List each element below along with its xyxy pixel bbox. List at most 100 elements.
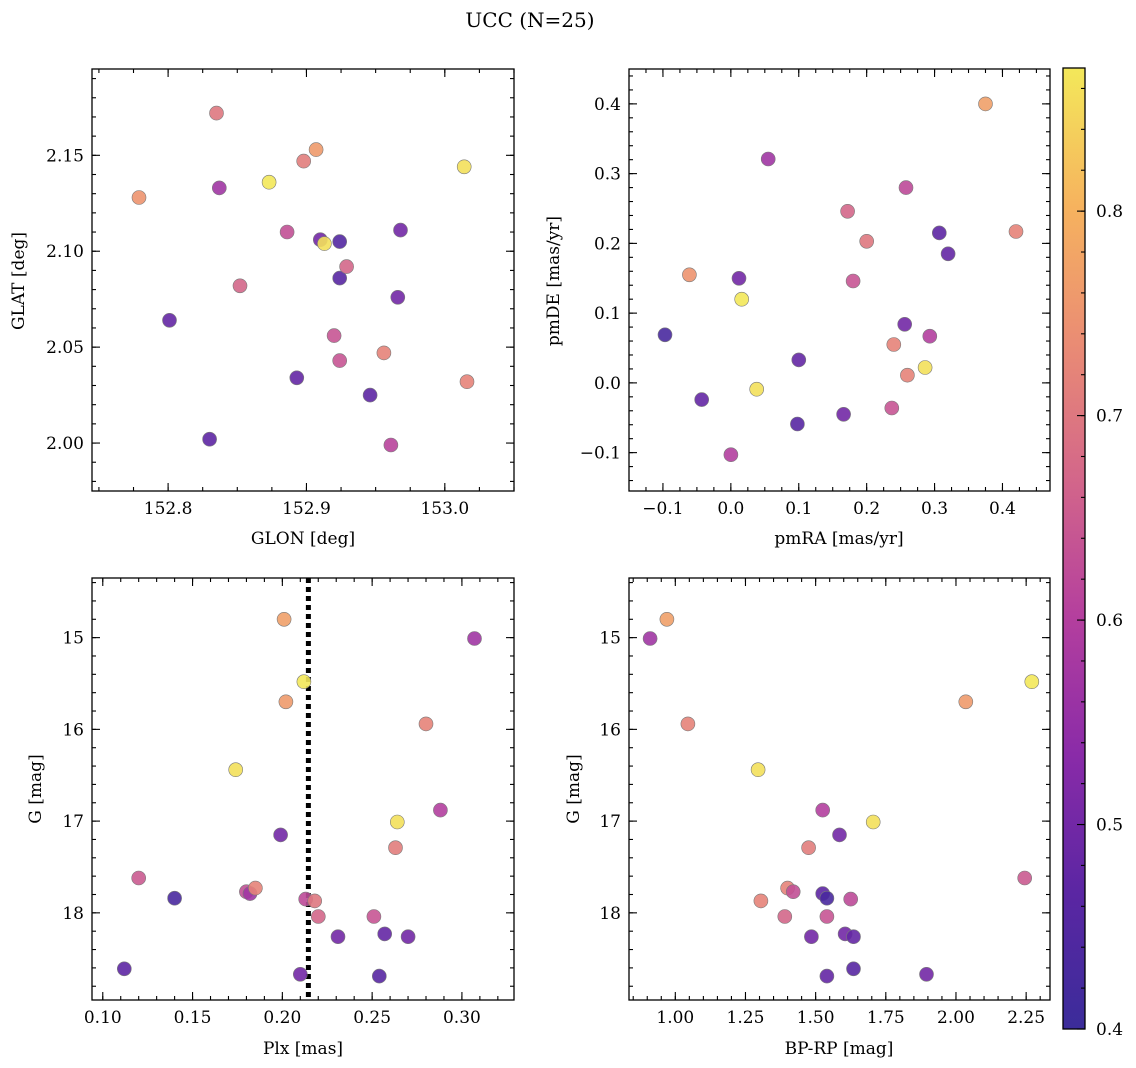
panel-glon-glat-points [131, 105, 475, 453]
data-point [418, 716, 434, 732]
plot-frame [91, 577, 515, 1001]
data-point [845, 273, 861, 289]
data-point [459, 374, 475, 390]
data-point [750, 762, 766, 778]
x-tick-label: 0.3 [921, 499, 948, 519]
colorbar-tick-label: 0.5 [1096, 816, 1123, 836]
data-point [339, 259, 354, 274]
data-point [819, 890, 835, 906]
panel-glon-glat-axes: 152.8 152.9 153.0 2.00 2.05 2.10 2.15 [46, 68, 515, 519]
colorbar-gradient [1063, 68, 1085, 1029]
x-tick-label: 2.00 [937, 1008, 975, 1028]
data-point [326, 328, 342, 343]
data-point [162, 312, 177, 328]
data-point [389, 814, 405, 830]
data-point [330, 929, 346, 945]
glon-axis-label: GLON [deg] [251, 529, 355, 549]
data-point [680, 716, 696, 732]
data-point [212, 180, 227, 196]
data-point [804, 929, 819, 945]
data-point [232, 278, 248, 294]
panel-plx-g: 0.10 0.15 0.20 0.25 0.30 15 16 17 18 Plx [mas] G… [26, 577, 515, 1059]
data-point [843, 891, 859, 907]
pmde-axis-label: pmDE [mas/yr] [544, 216, 564, 346]
data-point [261, 174, 277, 190]
y-tick-label: 18 [62, 904, 84, 924]
data-point [897, 316, 913, 332]
y-tick-label: 0.2 [594, 234, 621, 254]
y-tick-label: 0.4 [594, 95, 621, 115]
y-tick-label: 2.10 [46, 242, 84, 262]
data-point [278, 694, 294, 710]
data-point [276, 611, 292, 627]
data-point [898, 180, 914, 195]
data-point [760, 151, 776, 167]
data-point [753, 893, 769, 909]
data-point [383, 437, 399, 453]
pmra-axis-label: pmRA [mas/yr] [774, 529, 903, 549]
data-point [642, 631, 658, 646]
colorbar-tick-label: 0.8 [1096, 202, 1123, 222]
data-point [922, 328, 938, 344]
data-point [296, 153, 312, 169]
panel-glon-glat: 152.8 152.9 153.0 2.00 2.05 2.10 2.15 GLON [de… [9, 68, 515, 549]
data-point [846, 929, 861, 945]
data-point [682, 267, 697, 283]
glat-axis-label: GLAT [deg] [9, 232, 29, 330]
panel-pmra-pmde: −0.1 0.0 0.1 0.2 0.3 0.4 −0.1 0.0 0.1 0.2 0.3 0.4 p… [544, 68, 1051, 549]
x-tick-label: −0.1 [642, 499, 683, 519]
data-point [791, 352, 807, 368]
y-tick-label: 17 [62, 812, 84, 832]
data-point [400, 929, 416, 945]
panel-plx-g-axes: 0.10 0.15 0.20 0.25 0.30 15 16 17 18 [62, 577, 515, 1028]
data-point [202, 431, 217, 447]
y-tick-label: 16 [62, 720, 84, 740]
y-tick-label: 2.00 [46, 434, 84, 454]
data-point [819, 968, 835, 984]
data-point [815, 802, 831, 818]
y-tick-label: 2.05 [46, 338, 84, 358]
data-point [801, 840, 816, 856]
data-point [900, 367, 915, 383]
data-point [307, 893, 323, 909]
g-mag-axis-label-right: G [mag] [564, 754, 584, 823]
data-point [371, 968, 387, 984]
x-tick-label: 152.8 [144, 499, 193, 519]
g-mag-axis-label-left: G [mag] [26, 754, 46, 823]
bprp-axis-label: BP-RP [mag] [785, 1039, 894, 1059]
data-point [308, 142, 324, 157]
data-point [919, 966, 934, 982]
data-point [749, 381, 765, 397]
data-point [376, 345, 392, 361]
y-tick-label: 0.3 [594, 165, 621, 185]
figure-title: UCC (N=25) [465, 8, 594, 32]
data-point [317, 236, 332, 251]
y-tick-label: −0.1 [580, 444, 621, 464]
plot-frame [628, 68, 1051, 492]
data-point [289, 370, 305, 386]
data-point [390, 289, 406, 305]
plot-frame [91, 68, 515, 492]
data-point [785, 884, 801, 900]
data-point [131, 870, 146, 886]
data-point [659, 611, 675, 627]
data-point [279, 224, 295, 240]
colorbar: 0.4 0.5 0.6 0.7 0.8 [1062, 67, 1123, 1040]
data-point [723, 447, 739, 463]
colorbar-tick-label: 0.4 [1096, 1020, 1123, 1040]
data-point [958, 694, 974, 710]
x-tick-label: 0.15 [174, 1008, 212, 1028]
x-tick-label: 0.1 [785, 499, 812, 519]
data-point [865, 814, 881, 830]
x-tick-label: 1.75 [867, 1008, 905, 1028]
x-tick-label: 0.10 [84, 1008, 122, 1028]
data-point [393, 222, 408, 238]
data-point [734, 291, 750, 307]
data-point [377, 926, 393, 942]
plx-axis-label: Plx [mas] [263, 1039, 343, 1059]
data-point [366, 909, 382, 924]
data-point [978, 96, 993, 112]
panel-plx-g-points [117, 578, 482, 1000]
x-tick-label: 0.0 [717, 499, 744, 519]
